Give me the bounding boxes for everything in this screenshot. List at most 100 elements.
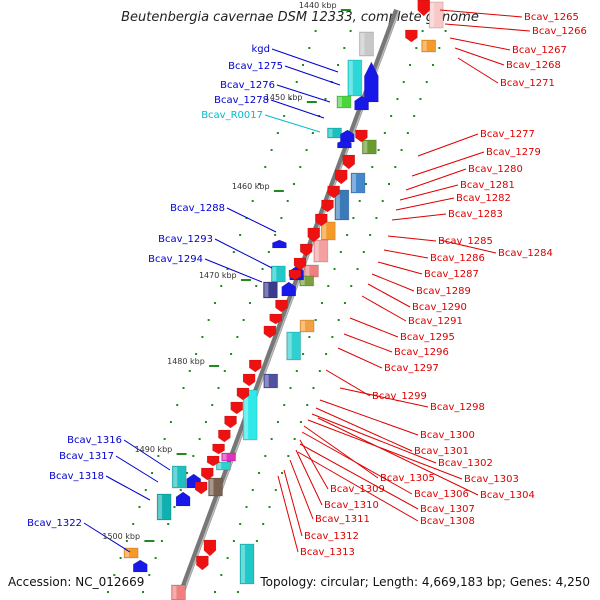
gene-label-right[interactable]: Bcav_1286 [430, 253, 485, 264]
leader-line [411, 151, 485, 177]
gene-label-right[interactable]: Bcav_1277 [480, 129, 535, 140]
gene-label-right[interactable]: Bcav_1285 [438, 236, 493, 247]
track-dot [113, 574, 116, 576]
leader-line [83, 522, 131, 553]
gene-label-left[interactable]: Bcav_1276 [220, 80, 275, 91]
feature-block [208, 477, 224, 497]
track-dot [239, 523, 242, 525]
track-dot [283, 404, 286, 406]
track-dot [425, 81, 428, 83]
gene-label-right[interactable]: Bcav_1295 [400, 332, 455, 343]
gene-label-right[interactable]: Bcav_1296 [394, 347, 449, 358]
gene-label-right[interactable]: Bcav_1290 [412, 302, 467, 313]
leader-line [311, 413, 437, 464]
leader-line [214, 238, 273, 269]
track-dot [419, 98, 422, 100]
scale-labels: 1440 kbp 1450 kbp 1460 kbp 1470 kbp 1480 kbp… [102, 1, 351, 542]
track-dot [289, 387, 292, 389]
track-dot [390, 115, 393, 117]
leader-line [115, 455, 159, 483]
track-dot [383, 132, 386, 134]
feature-shine [337, 97, 342, 107]
feature-shine [173, 467, 178, 487]
track-dot [211, 404, 214, 406]
gene-label-right[interactable]: Bcav_1306 [414, 489, 469, 500]
gene-label-right[interactable]: Bcav_1265 [524, 12, 579, 23]
track-dot [358, 200, 361, 202]
leader-line [383, 249, 429, 259]
track-dot [163, 438, 166, 440]
gene-label-right[interactable]: Bcav_1309 [330, 484, 385, 495]
track-dot [151, 472, 154, 474]
track-dot [274, 234, 277, 236]
forward-gene-arrow [364, 61, 379, 103]
gene-label-right[interactable]: Bcav_1298 [430, 402, 485, 413]
reverse-gene-arrow [307, 227, 320, 243]
gene-label-right[interactable]: Bcav_1302 [438, 458, 493, 469]
gene-label-right[interactable]: Bcav_1280 [468, 164, 523, 175]
gene-label-right[interactable]: Bcav_1312 [304, 531, 359, 542]
track-dot [337, 319, 340, 321]
track-dot [201, 336, 204, 338]
gene-label-right[interactable]: Bcav_1308 [420, 516, 475, 527]
gene-label-left[interactable]: Bcav_1294 [148, 254, 203, 265]
gene-label-right[interactable]: Bcav_1268 [506, 60, 561, 71]
track-dot [350, 285, 353, 287]
track-dot [214, 591, 217, 593]
map-title: Beutenbergia cavernae DSM 12333, complet… [121, 10, 479, 25]
feature-shine [305, 266, 310, 276]
gene-label-right[interactable]: Bcav_1301 [414, 446, 469, 457]
gene-label-right[interactable]: Bcav_1281 [460, 180, 515, 191]
leader-line [264, 114, 321, 133]
gene-label-left[interactable]: Bcav_1322 [27, 518, 82, 529]
gene-label-left[interactable]: Bcav_1317 [59, 451, 114, 462]
feature-shine [363, 141, 368, 153]
gene-label-right[interactable]: Bcav_1287 [424, 269, 479, 280]
gene-label-right[interactable]: Bcav_1313 [300, 547, 355, 558]
gene-label-right[interactable]: Bcav_1289 [416, 286, 471, 297]
feature-block [263, 373, 279, 389]
reverse-gene-arrow [212, 443, 225, 455]
gene-label-right[interactable]: Bcav_1297 [384, 363, 439, 374]
leader-line [226, 207, 277, 233]
gene-label-right[interactable]: Bcav_1299 [372, 391, 427, 402]
track-dot [220, 574, 223, 576]
gene-label-right[interactable]: Bcav_1267 [512, 45, 567, 56]
gene-label-left[interactable]: Bcav_1318 [49, 471, 104, 482]
gene-label-right[interactable]: Bcav_1307 [420, 504, 475, 515]
gene-label-left[interactable]: kgd [252, 44, 271, 55]
feature-block [320, 221, 336, 241]
gene-label-right[interactable]: Bcav_1283 [448, 209, 503, 220]
gene-label-right[interactable]: Bcav_1282 [456, 193, 511, 204]
gene-label-right[interactable]: Bcav_1303 [464, 474, 519, 485]
feature-shine [351, 174, 356, 192]
gene-label-left[interactable]: Bcav_1293 [158, 234, 213, 245]
gene-label-right[interactable]: Bcav_1271 [500, 78, 555, 89]
gene-label-left[interactable]: Bcav_1316 [67, 435, 122, 446]
leader-line [319, 399, 419, 436]
forward-gene-arrow [272, 239, 287, 249]
track-dot [346, 234, 349, 236]
gene-label-left[interactable]: Bcav_1288 [170, 203, 225, 214]
track-dot [337, 64, 340, 66]
gene-label-left[interactable]: Bcav_1278 [214, 95, 269, 106]
track-dot [169, 421, 172, 423]
leader-line [295, 449, 323, 506]
gene-label-right[interactable]: Bcav_1291 [408, 316, 463, 327]
gene-label-right[interactable]: Bcav_1311 [315, 514, 370, 525]
gene-label-left[interactable]: Bcav_1275 [228, 61, 283, 72]
feature-block [350, 172, 366, 194]
track-dot [377, 149, 380, 151]
left-gene-labels: kgd Bcav_1275 Bcav_1276 Bcav_1278 Bcav_R0017… [27, 44, 283, 529]
track-dot [192, 455, 195, 457]
gene-label-right[interactable]: Bcav_1305 [380, 473, 435, 484]
gene-label-right[interactable]: Bcav_1266 [532, 26, 587, 37]
gene-label-right[interactable]: Bcav_1284 [498, 248, 553, 259]
gene-label-right[interactable]: Bcav_1279 [486, 147, 541, 158]
gene-label-right[interactable]: Bcav_1310 [324, 500, 379, 511]
gene-label-right[interactable]: Bcav_1300 [420, 430, 475, 441]
gene-label-left[interactable]: Bcav_R0017 [201, 110, 263, 121]
gene-label-right[interactable]: Bcav_1304 [480, 490, 535, 501]
track-dot [258, 472, 261, 474]
